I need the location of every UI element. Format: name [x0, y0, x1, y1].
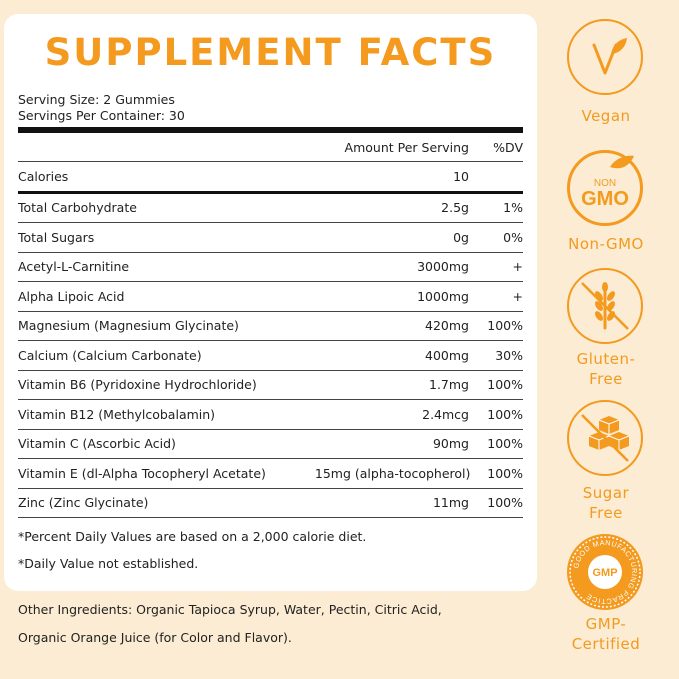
- nongmo-top-text: NON: [594, 178, 616, 189]
- nutrient-amount: 2.5g: [441, 200, 469, 216]
- footnotes: *Percent Daily Values are based on a 2,0…: [18, 523, 523, 577]
- nutrient-dv: 100%: [487, 495, 523, 511]
- nutrient-dv: 0%: [503, 229, 523, 245]
- nutrient-amount: 2.4mcg: [422, 406, 469, 422]
- nutrient-amount: 11mg: [432, 495, 469, 511]
- nutrient-dv: +: [512, 288, 523, 304]
- nutrient-name: Calcium (Calcium Carbonate): [18, 347, 202, 363]
- nutrient-name: Total Sugars: [18, 229, 95, 245]
- nutrient-amount: 0g: [453, 229, 469, 245]
- gluten-free-label-1: Gluten-: [576, 350, 636, 368]
- gmp-label-2: Certified: [571, 635, 641, 653]
- table-row: Vitamin E (dl-Alpha Tocopheryl Acetate) 1…: [18, 459, 523, 489]
- sugar-free-badge: [567, 400, 643, 476]
- nutrient-name: Acetyl-L-Carnitine: [18, 259, 130, 275]
- nutrient-dv: 100%: [487, 406, 523, 422]
- gmp-label-1: GMP-: [585, 615, 627, 633]
- nutrient-amount: 90mg: [432, 436, 469, 452]
- table-row: Total Carbohydrate 2.5g 1%: [18, 194, 523, 223]
- non-gmo-icon: NON GMO: [581, 155, 634, 210]
- table-row: Magnesium (Magnesium Glycinate) 420mg 100%: [18, 312, 523, 341]
- gluten-free-wheat-icon: [581, 282, 629, 330]
- table-row: Acetyl-L-Carnitine 3000mg +: [18, 253, 523, 282]
- serving-size: Serving Size: 2 Gummies: [18, 92, 175, 107]
- table-row: Total Sugars 0g 0%: [18, 223, 523, 253]
- gluten-free-label-2: Free: [589, 370, 623, 388]
- nutrient-dv: 30%: [495, 347, 523, 363]
- nutrient-dv: 1%: [503, 200, 523, 216]
- nutrient-amount: 10: [453, 168, 469, 184]
- vegan-badge: [567, 19, 643, 95]
- nutrient-dv: +: [512, 259, 523, 275]
- nutrient-name: Total Carbohydrate: [18, 200, 137, 216]
- servings-per-container: Servings Per Container: 30: [18, 108, 185, 123]
- table-row: Zinc (Zinc Glycinate) 11mg 100%: [18, 489, 523, 518]
- serving-info: Serving Size: 2 Gummies Servings Per Con…: [18, 92, 523, 124]
- nutrient-dv: 100%: [487, 465, 523, 481]
- table-header: Amount Per Serving %DV: [18, 133, 523, 162]
- nutrient-dv: 100%: [487, 377, 523, 393]
- sugar-free-label-1: Sugar: [582, 484, 630, 502]
- nutrient-rows: Calories 10 Total Carbohydrate 2.5g 1% Total …: [18, 162, 523, 518]
- vegan-v-leaf-icon: [592, 38, 627, 75]
- nutrient-name: Vitamin C (Ascorbic Acid): [18, 436, 176, 452]
- gmp-center-text: GMP: [592, 567, 617, 579]
- supplement-facts-panel: SUPPLEMENT FACTS Serving Size: 2 Gummies…: [4, 14, 537, 591]
- nongmo-badge: NON GMO: [567, 150, 643, 226]
- dv-header: %DV: [493, 139, 523, 155]
- nongmo-label: Non-GMO: [568, 235, 644, 253]
- sugar-free-cubes-icon: [581, 414, 630, 462]
- nutrient-amount: 1.7mg: [429, 377, 469, 393]
- gmp-seal-badge: GOOD MANUFACTURING PRACTICE GMP: [567, 534, 643, 610]
- other-ingredients-line-2: Organic Orange Juice (for Color and Flav…: [18, 630, 292, 645]
- nutrient-name: Vitamin B12 (Methylcobalamin): [18, 406, 216, 422]
- nutrient-name: Magnesium (Magnesium Glycinate): [18, 318, 239, 334]
- thick-divider: [18, 127, 523, 133]
- other-ingredients-line-1: Other Ingredients: Organic Tapioca Syrup…: [18, 602, 442, 617]
- nutrient-dv: 100%: [487, 436, 523, 452]
- nutrient-amount: 420mg: [425, 318, 469, 334]
- gluten-free-badge: [567, 268, 643, 344]
- nutrient-amount: 400mg: [425, 347, 469, 363]
- amount-header: Amount Per Serving: [344, 139, 469, 155]
- table-row: Vitamin B12 (Methylcobalamin) 2.4mcg 100%: [18, 400, 523, 430]
- nutrient-name: Vitamin B6 (Pyridoxine Hydrochloride): [18, 377, 257, 393]
- nutrient-name: Alpha Lipoic Acid: [18, 288, 125, 304]
- gmp-seal-icon: GOOD MANUFACTURING PRACTICE GMP: [569, 536, 641, 608]
- table-row: Calories 10: [18, 162, 523, 194]
- sugar-free-label-2: Free: [589, 504, 623, 522]
- table-row: Alpha Lipoic Acid 1000mg +: [18, 282, 523, 312]
- nutrient-name: Calories: [18, 168, 69, 184]
- table-row: Vitamin B6 (Pyridoxine Hydrochloride) 1.7…: [18, 371, 523, 400]
- footnote-percent: *Percent Daily Values are based on a 2,0…: [18, 529, 367, 544]
- footnote-daily: *Daily Value not established.: [18, 556, 199, 571]
- nutrient-name: Vitamin E (dl-Alpha Tocopheryl Acetate): [18, 465, 266, 481]
- table-row: Calcium (Calcium Carbonate) 400mg 30%: [18, 341, 523, 371]
- nutrient-amount: 15mg (alpha-tocopherol): [314, 465, 471, 481]
- nutrient-amount: 1000mg: [417, 288, 469, 304]
- other-ingredients: Other Ingredients: Organic Tapioca Syrup…: [18, 596, 488, 652]
- nutrient-name: Zinc (Zinc Glycinate): [18, 495, 149, 511]
- nongmo-mid-text: GMO: [581, 188, 629, 210]
- table-row: Vitamin C (Ascorbic Acid) 90mg 100%: [18, 430, 523, 459]
- vegan-label: Vegan: [581, 107, 631, 125]
- nutrient-amount: 3000mg: [417, 259, 469, 275]
- nutrient-dv: 100%: [487, 318, 523, 334]
- panel-title: SUPPLEMENT FACTS: [44, 31, 497, 74]
